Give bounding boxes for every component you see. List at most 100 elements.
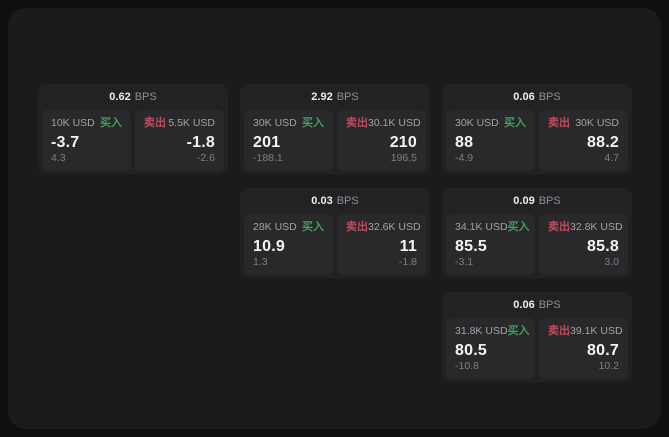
bps-label: BPS [336, 91, 359, 103]
sell-tile-header: 卖出 32.6K USD [346, 221, 421, 234]
buy-price: 85.5 [455, 238, 487, 255]
bps-value: 0.09 [513, 195, 535, 207]
buy-amount: 34.1K USD [455, 221, 508, 233]
quote-card: 0.03 BPS 28K USD 买入 10.9 1.3 卖出 32.6K US… [240, 188, 430, 278]
quote-card: 0.62 BPS 10K USD 买入 -3.7 4.3 卖出 5.5K USD… [38, 84, 228, 174]
sell-badge: 卖出 [548, 221, 570, 233]
bps-value: 2.92 [311, 91, 333, 103]
quote-card: 0.09 BPS 34.1K USD 买入 85.5 -3.1 卖出 32.8K… [442, 188, 632, 278]
buy-amount: 28K USD [253, 221, 297, 233]
sell-amount: 39.1K USD [570, 325, 623, 337]
card-body: 10K USD 买入 -3.7 4.3 卖出 5.5K USD -1.8 -2.… [38, 110, 228, 174]
sell-amount: 32.6K USD [368, 221, 421, 233]
buy-tile-header: 30K USD 买入 [253, 117, 324, 130]
buy-tile-header: 30K USD 买入 [455, 117, 526, 130]
bps-value: 0.03 [311, 195, 333, 207]
sell-price: 85.8 [587, 238, 619, 255]
buy-badge: 买入 [100, 117, 122, 129]
sell-price: -1.8 [186, 134, 215, 151]
bps-label: BPS [538, 195, 561, 207]
buy-delta: -3.1 [455, 256, 474, 268]
sell-price: 88.2 [587, 134, 619, 151]
sell-tile-header: 卖出 30K USD [548, 117, 619, 130]
sell-tile-header: 卖出 30.1K USD [346, 117, 421, 130]
sell-amount: 5.5K USD [168, 117, 215, 129]
buy-delta: -10.8 [455, 360, 479, 372]
sell-badge: 卖出 [548, 325, 570, 337]
card-header: 2.92 BPS [240, 84, 430, 110]
buy-delta: -188.1 [253, 152, 283, 164]
bps-value: 0.62 [109, 91, 131, 103]
sell-badge: 卖出 [144, 117, 166, 129]
buy-amount: 31.8K USD [455, 325, 508, 337]
buy-badge: 买入 [504, 117, 526, 129]
card-body: 31.8K USD 买入 80.5 -10.8 卖出 39.1K USD 80.… [442, 318, 632, 382]
quote-board: 0.62 BPS 10K USD 买入 -3.7 4.3 卖出 5.5K USD… [8, 8, 661, 429]
buy-tile[interactable]: 30K USD 买入 201 -188.1 [244, 110, 333, 171]
buy-amount: 30K USD [253, 117, 297, 129]
sell-delta: -2.6 [196, 152, 215, 164]
buy-tile[interactable]: 10K USD 买入 -3.7 4.3 [42, 110, 131, 171]
buy-price: 201 [253, 134, 281, 151]
buy-badge: 买入 [507, 325, 530, 337]
quote-card: 2.92 BPS 30K USD 买入 201 -188.1 卖出 30.1K … [240, 84, 430, 174]
sell-tile-header: 卖出 5.5K USD [144, 117, 215, 130]
sell-delta: -1.8 [398, 256, 417, 268]
buy-tile[interactable]: 28K USD 买入 10.9 1.3 [244, 214, 333, 275]
sell-delta: 4.7 [604, 152, 619, 164]
buy-tile-header: 28K USD 买入 [253, 221, 324, 234]
buy-amount: 30K USD [455, 117, 499, 129]
sell-amount: 30K USD [575, 117, 619, 129]
sell-badge: 卖出 [346, 221, 368, 233]
buy-tile[interactable]: 30K USD 买入 88 -4.9 [446, 110, 535, 171]
sell-badge: 卖出 [346, 117, 368, 129]
bps-value: 0.06 [513, 299, 535, 311]
quote-card: 0.06 BPS 30K USD 买入 88 -4.9 卖出 30K USD 8… [442, 84, 632, 174]
buy-price: -3.7 [51, 134, 80, 151]
sell-tile-header: 卖出 32.8K USD [548, 221, 623, 234]
sell-price: 210 [389, 134, 417, 151]
sell-tile[interactable]: 卖出 32.6K USD 11 -1.8 [337, 214, 426, 275]
sell-price: 80.7 [587, 342, 619, 359]
sell-amount: 32.8K USD [570, 221, 623, 233]
card-body: 30K USD 买入 201 -188.1 卖出 30.1K USD 210 1… [240, 110, 430, 174]
card-header: 0.06 BPS [442, 292, 632, 318]
buy-price: 80.5 [455, 342, 487, 359]
card-header: 0.03 BPS [240, 188, 430, 214]
quote-card: 0.06 BPS 31.8K USD 买入 80.5 -10.8 卖出 39.1… [442, 292, 632, 382]
sell-delta: 196.5 [390, 152, 417, 164]
buy-delta: 4.3 [51, 152, 66, 164]
buy-badge: 买入 [507, 221, 530, 233]
buy-badge: 买入 [302, 221, 324, 233]
sell-tile[interactable]: 卖出 32.8K USD 85.8 3.0 [539, 214, 628, 275]
buy-tile-header: 10K USD 买入 [51, 117, 122, 130]
bps-label: BPS [538, 91, 561, 103]
bps-value: 0.06 [513, 91, 535, 103]
sell-tile[interactable]: 卖出 30.1K USD 210 196.5 [337, 110, 426, 171]
sell-tile[interactable]: 卖出 30K USD 88.2 4.7 [539, 110, 628, 171]
card-header: 0.62 BPS [38, 84, 228, 110]
buy-badge: 买入 [302, 117, 324, 129]
sell-badge: 卖出 [548, 117, 570, 129]
buy-tile-header: 31.8K USD 买入 [455, 325, 530, 338]
buy-tile-header: 34.1K USD 买入 [455, 221, 530, 234]
buy-tile[interactable]: 34.1K USD 买入 85.5 -3.1 [446, 214, 535, 275]
sell-price: 11 [399, 238, 417, 255]
sell-delta: 3.0 [604, 256, 619, 268]
card-body: 30K USD 买入 88 -4.9 卖出 30K USD 88.2 4.7 [442, 110, 632, 174]
card-header: 0.06 BPS [442, 84, 632, 110]
sell-amount: 30.1K USD [368, 117, 421, 129]
buy-amount: 10K USD [51, 117, 95, 129]
buy-delta: -4.9 [455, 152, 474, 164]
sell-tile[interactable]: 卖出 5.5K USD -1.8 -2.6 [135, 110, 224, 171]
buy-price: 10.9 [253, 238, 285, 255]
bps-label: BPS [336, 195, 359, 207]
buy-price: 88 [455, 134, 474, 151]
buy-tile[interactable]: 31.8K USD 买入 80.5 -10.8 [446, 318, 535, 379]
bps-label: BPS [134, 91, 157, 103]
sell-tile-header: 卖出 39.1K USD [548, 325, 623, 338]
sell-tile[interactable]: 卖出 39.1K USD 80.7 10.2 [539, 318, 628, 379]
buy-delta: 1.3 [253, 256, 268, 268]
sell-delta: 10.2 [598, 360, 619, 372]
bps-label: BPS [538, 299, 561, 311]
